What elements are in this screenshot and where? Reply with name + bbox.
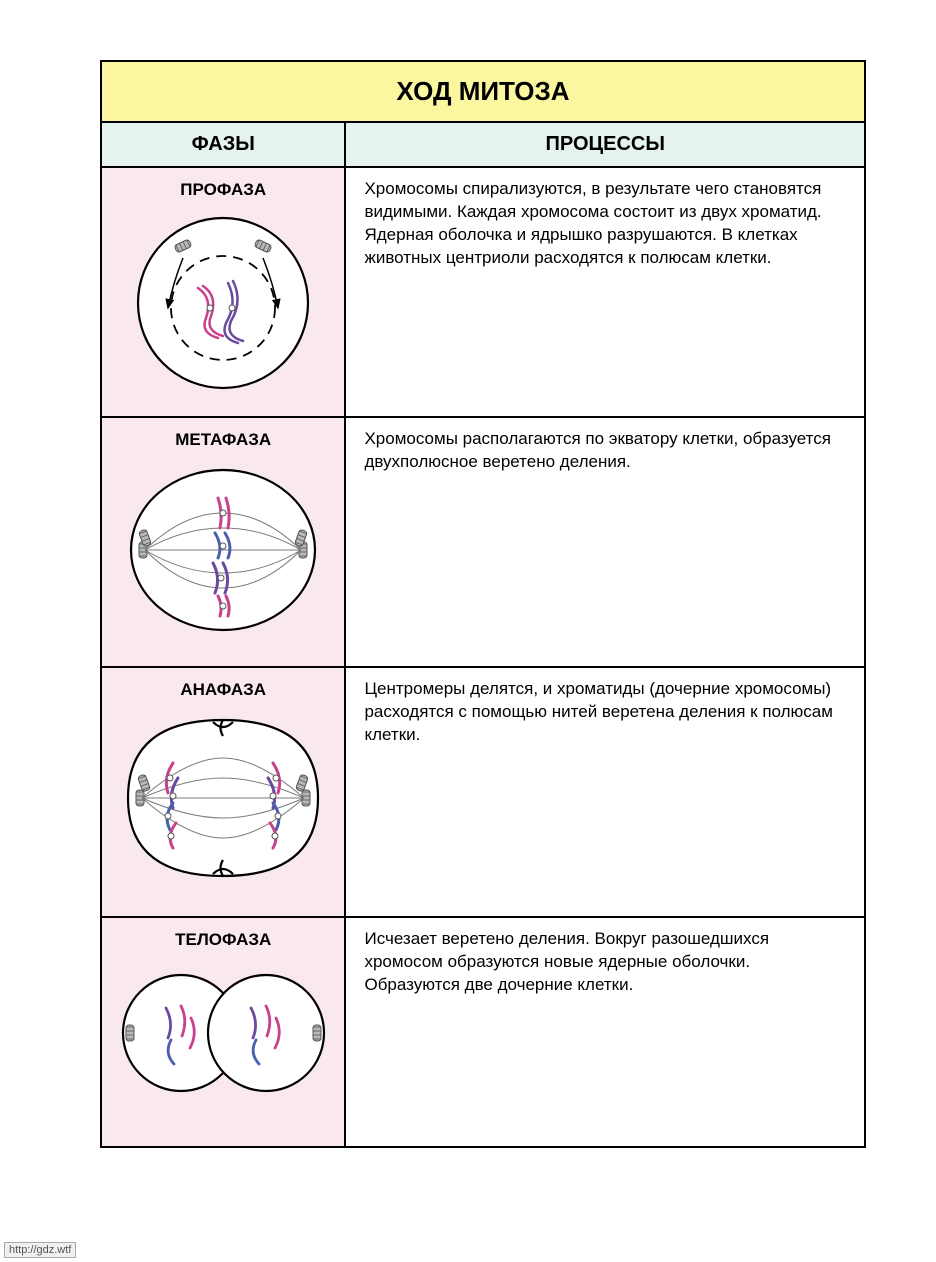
phase-cell-anaphase: АНАФАЗА (101, 667, 345, 917)
phase-name-telophase: ТЕЛОФАЗА (106, 930, 340, 950)
phase-name-metaphase: МЕТАФАЗА (106, 430, 340, 450)
phase-row-anaphase: АНАФАЗА Центромеры делятся, и хроматиды … (101, 667, 865, 917)
header-row: ФАЗЫ ПРОЦЕССЫ (101, 122, 865, 167)
anaphase-diagram (118, 708, 328, 888)
process-cell-metaphase: Хромосомы располагаются по экватору клет… (345, 417, 865, 667)
diagram-prophase (106, 208, 340, 398)
title-row: ХОД МИТОЗА (101, 61, 865, 122)
prophase-diagram (128, 208, 318, 398)
diagram-metaphase (106, 458, 340, 643)
telophase-diagram (116, 958, 331, 1108)
phase-name-prophase: ПРОФАЗА (106, 180, 340, 200)
phase-cell-metaphase: МЕТАФАЗА (101, 417, 345, 667)
header-processes: ПРОЦЕССЫ (345, 122, 865, 167)
phase-name-anaphase: АНАФАЗА (106, 680, 340, 700)
phase-row-telophase: ТЕЛОФАЗА Исчезает веретено деления. Вокр… (101, 917, 865, 1147)
header-phases: ФАЗЫ (101, 122, 345, 167)
metaphase-diagram (123, 458, 323, 643)
process-cell-telophase: Исчезает веретено деления. Вокруг разоше… (345, 917, 865, 1147)
phase-row-prophase: ПРОФАЗА Хромосомы спирализуются, в резул… (101, 167, 865, 417)
process-cell-anaphase: Центромеры делятся, и хроматиды (дочерни… (345, 667, 865, 917)
phase-cell-prophase: ПРОФАЗА (101, 167, 345, 417)
phase-cell-telophase: ТЕЛОФАЗА (101, 917, 345, 1147)
diagram-telophase (106, 958, 340, 1108)
table-title: ХОД МИТОЗА (101, 61, 865, 122)
phase-row-metaphase: МЕТАФАЗА Хромосомы располагаются по эква… (101, 417, 865, 667)
diagram-anaphase (106, 708, 340, 888)
process-cell-prophase: Хромосомы спирализуются, в результате че… (345, 167, 865, 417)
mitosis-table: ХОД МИТОЗА ФАЗЫ ПРОЦЕССЫ ПРОФАЗА Хромосо… (100, 60, 866, 1148)
watermark: http://gdz.wtf (4, 1242, 76, 1258)
page-container: ХОД МИТОЗА ФАЗЫ ПРОЦЕССЫ ПРОФАЗА Хромосо… (0, 0, 936, 1178)
